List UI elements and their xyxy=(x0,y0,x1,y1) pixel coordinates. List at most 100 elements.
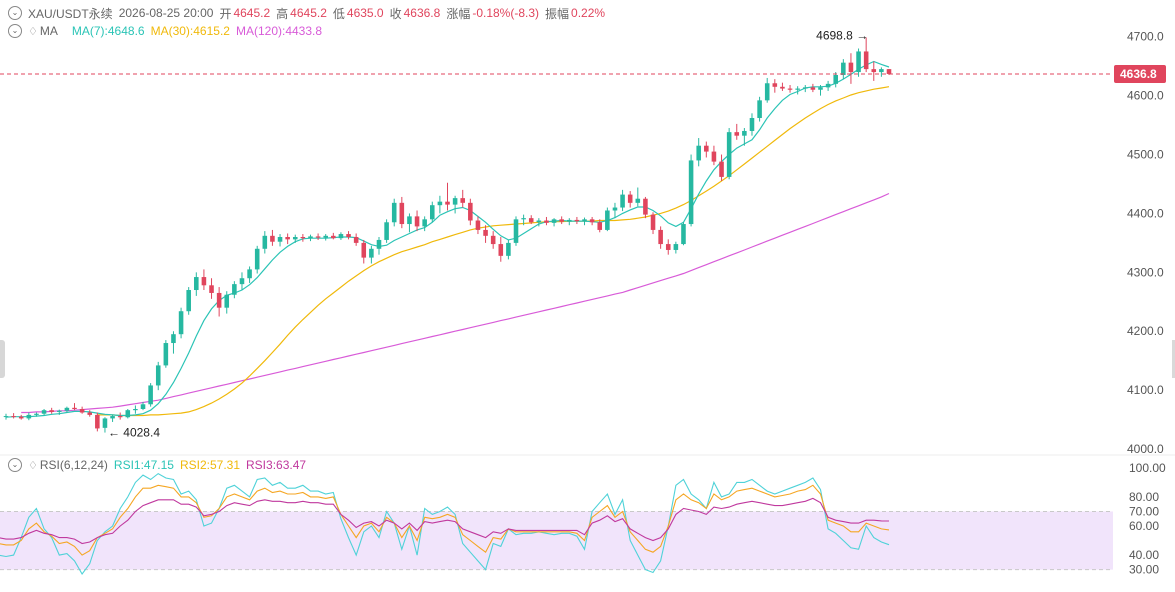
ma30-line xyxy=(97,86,890,417)
ma-legend: ⌄ ♢ MA MA(7):4648.6 MA(30):4615.2 MA(120… xyxy=(8,23,322,39)
rsi-line-rsi1 xyxy=(0,472,890,575)
candle-body-14 xyxy=(110,416,115,419)
candle-body-42 xyxy=(323,235,328,238)
rsi-alert-bell-icon[interactable]: ♢ xyxy=(28,459,38,472)
candle-body-24 xyxy=(186,290,191,312)
candle-body-76 xyxy=(582,219,587,222)
candle-body-22 xyxy=(171,334,176,344)
candle-body-59 xyxy=(452,198,458,205)
candle-body-107 xyxy=(818,87,823,90)
price-tick-label-5: 4200.0 xyxy=(1127,324,1164,338)
candle-body-41 xyxy=(315,236,321,238)
candle-body-23 xyxy=(178,311,184,335)
rsi-tick-label-3: 60.00 xyxy=(1129,519,1159,533)
candle-body-71 xyxy=(544,220,549,223)
high-label-text: 高 xyxy=(276,6,289,21)
candle-body-27 xyxy=(209,285,214,293)
candle-body-55 xyxy=(422,219,427,227)
right-panel-handle[interactable] xyxy=(1172,340,1175,378)
rsi-lines xyxy=(0,472,890,575)
price-axis[interactable]: 4700.0 4600.0 4500.0 4400.0 4300.0 4200.0 4100… xyxy=(1127,30,1164,456)
candle-body-69 xyxy=(528,218,534,223)
candle-body-60 xyxy=(460,198,466,203)
datetime-label: 2026-08-25 20:00 xyxy=(118,6,214,20)
candle-body-62 xyxy=(475,220,481,230)
rsi-band xyxy=(0,511,1113,570)
low-label-text: 低 xyxy=(332,6,345,21)
candle-body-48 xyxy=(369,248,374,258)
price-tick-label-2: 4500.0 xyxy=(1127,148,1164,162)
candle-body-86 xyxy=(658,229,663,245)
candle-body-51 xyxy=(391,202,397,223)
candle-body-47 xyxy=(361,242,367,258)
candle-body-44 xyxy=(338,234,344,239)
candle-body-91 xyxy=(696,145,701,161)
collapse-chevron-icon[interactable]: ⌄ xyxy=(8,6,22,20)
candle-body-5 xyxy=(41,410,47,414)
rsi-tick-label-0: 100.00 xyxy=(1129,461,1166,475)
candle-body-6 xyxy=(49,410,54,412)
candle-body-37 xyxy=(285,237,290,240)
candle-body-21 xyxy=(163,343,169,366)
candle-body-112 xyxy=(856,51,861,73)
candle-body-49 xyxy=(376,239,382,249)
candle-body-20 xyxy=(155,365,161,386)
candle-body-92 xyxy=(704,145,709,152)
price-tick-label-3: 4400.0 xyxy=(1127,206,1164,220)
candle-body-53 xyxy=(407,216,412,225)
candle-body-26 xyxy=(201,277,207,286)
candle-body-116 xyxy=(886,69,892,74)
current-price-tag-label: 4636.8 xyxy=(1120,67,1157,81)
candle-body-103 xyxy=(787,88,793,90)
candle-body-10 xyxy=(79,409,85,413)
candle-body-43 xyxy=(331,235,336,239)
price-tick-label-1: 4600.0 xyxy=(1127,89,1164,103)
rsi-legend-label[interactable]: RSI(6,12,24) xyxy=(39,458,108,472)
candle-body-40 xyxy=(308,236,313,239)
ma30-value: MA(30):4615.2 xyxy=(150,24,230,38)
candle-body-29 xyxy=(224,294,230,308)
candle-body-80 xyxy=(612,207,618,211)
candle-body-25 xyxy=(194,277,199,291)
rsi-legend: ⌄ ♢ RSI(6,12,24) RSI1:47.15 RSI2:57.31 R… xyxy=(8,457,306,473)
candle-body-19 xyxy=(148,385,153,405)
candle-body-109 xyxy=(833,75,838,84)
ma-lines xyxy=(5,60,890,418)
symbol-label: XAU/USDT永续 xyxy=(28,6,113,21)
ma120-value: MA(120):4433.8 xyxy=(235,24,323,38)
candle-body-78 xyxy=(597,222,603,230)
candle-body-36 xyxy=(277,237,283,242)
candle-body-85 xyxy=(650,214,656,230)
close-label-text: 收 xyxy=(389,6,402,21)
candle-body-106 xyxy=(810,87,816,90)
low-value: 4635.0 xyxy=(346,6,384,20)
price-tick-label-0: 4700.0 xyxy=(1127,30,1164,44)
candle-body-89 xyxy=(681,224,686,245)
open-label: 开 xyxy=(219,6,232,21)
rsi-collapse-chevron-icon[interactable]: ⌄ xyxy=(8,458,22,472)
candle-body-57 xyxy=(437,201,443,206)
high-marker-label: 4698.8 → xyxy=(816,28,868,42)
open-value: 4645.2 xyxy=(233,6,271,20)
candle-body-82 xyxy=(627,194,633,203)
candle-body-75 xyxy=(574,219,580,222)
ma-legend-label[interactable]: MA xyxy=(39,24,58,38)
candle-body-63 xyxy=(483,229,488,236)
rsi-tick-label-4: 40.00 xyxy=(1129,548,1159,562)
candle-body-108 xyxy=(825,83,831,88)
ma-collapse-chevron-icon[interactable]: ⌄ xyxy=(8,24,22,38)
rsi-tick-label-1: 80.00 xyxy=(1129,490,1159,504)
candle-body-97 xyxy=(742,130,747,136)
rsi1-value: RSI1:47.15 xyxy=(113,458,174,472)
candle-body-113 xyxy=(863,51,869,70)
change-label-text: 涨幅 xyxy=(446,6,471,21)
candle-body-72 xyxy=(551,219,557,223)
alert-bell-icon[interactable]: ♢ xyxy=(28,25,38,38)
candle-body-111 xyxy=(848,62,854,73)
candle-body-17 xyxy=(133,409,138,411)
candle-body-64 xyxy=(490,235,496,245)
left-panel-handle[interactable] xyxy=(0,340,5,378)
candle-body-32 xyxy=(247,269,252,279)
